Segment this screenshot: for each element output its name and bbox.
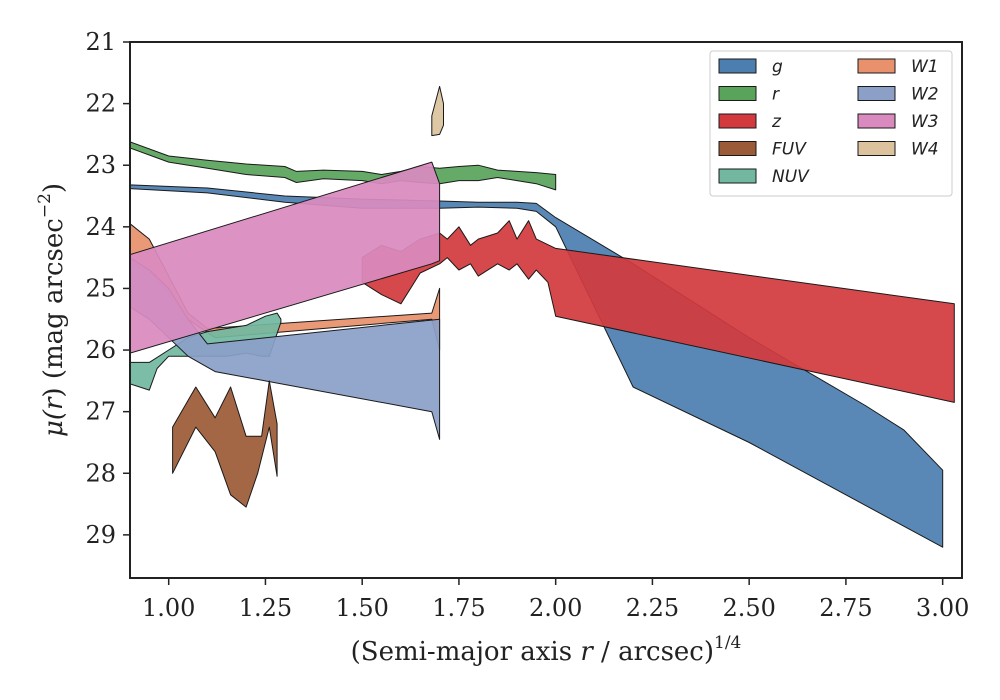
legend-label-w1: W1 xyxy=(911,57,939,77)
y-tick-label: 23 xyxy=(85,151,116,179)
legend-swatch-g xyxy=(718,58,757,74)
x-tick-label: 2.25 xyxy=(626,594,679,622)
legend-label-z: z xyxy=(771,112,782,132)
x-tick-label: 1.00 xyxy=(142,594,195,622)
band-w4 xyxy=(431,85,444,137)
y-tick-label: 26 xyxy=(85,336,116,364)
legend-label-fuv: FUV xyxy=(772,140,807,160)
legend-swatch-w4 xyxy=(857,141,896,156)
plot-frame xyxy=(129,41,963,579)
x-tick-label: 1.50 xyxy=(335,594,388,622)
y-tick-label: 27 xyxy=(85,398,116,426)
legend-swatch-w1 xyxy=(857,58,896,74)
x-tick-label: 2.75 xyxy=(819,594,872,622)
x-tick-label: 2.00 xyxy=(529,594,582,622)
legend-swatch-nuv xyxy=(718,168,757,184)
x-tick-label: 2.50 xyxy=(722,594,775,622)
legend-label-w3: W3 xyxy=(911,112,939,132)
x-tick-label: 1.25 xyxy=(239,594,292,622)
y-tick-label: 24 xyxy=(85,213,116,241)
y-axis-ticks: 21 22 23 24 25 26 27 28 29 xyxy=(85,28,130,549)
legend-swatch-fuv xyxy=(718,141,757,156)
legend-label-w4: W4 xyxy=(911,140,939,160)
y-tick-label: 28 xyxy=(85,459,116,487)
legend: grz FUV NUV W1 W2 W3 W4 xyxy=(709,50,953,197)
y-tick-label: 25 xyxy=(85,274,116,302)
x-axis-ticks: 1.00 1.25 1.50 1.75 2.00 2.25 2.50 2.75 3.00 xyxy=(142,578,969,622)
y-tick-label: 29 xyxy=(85,521,116,549)
y-axis-label: μ(r) (mag arcsec−2) xyxy=(35,183,69,437)
legend-label-g: g xyxy=(772,57,783,77)
legend-swatch-w3 xyxy=(857,113,896,129)
x-tick-label: 1.75 xyxy=(432,594,485,622)
y-tick-label: 22 xyxy=(85,90,116,118)
x-axis-label: (Semi-major axis r / arcsec)1/4 xyxy=(351,633,742,667)
x-tick-label: 3.00 xyxy=(916,594,969,622)
legend-swatch-w2 xyxy=(857,86,896,101)
legend-swatch-r xyxy=(718,86,757,101)
legend-label-w2: W2 xyxy=(911,85,939,105)
legend-label-nuv: NUV xyxy=(772,167,810,187)
band-z xyxy=(361,220,955,403)
y-tick-label: 21 xyxy=(85,28,116,56)
band-w3 xyxy=(130,161,441,354)
legend-label-r: r xyxy=(772,85,780,105)
legend-swatch-z xyxy=(718,113,757,129)
band-r xyxy=(130,141,557,191)
bands-layer xyxy=(130,85,955,548)
band-fuv xyxy=(172,380,278,508)
